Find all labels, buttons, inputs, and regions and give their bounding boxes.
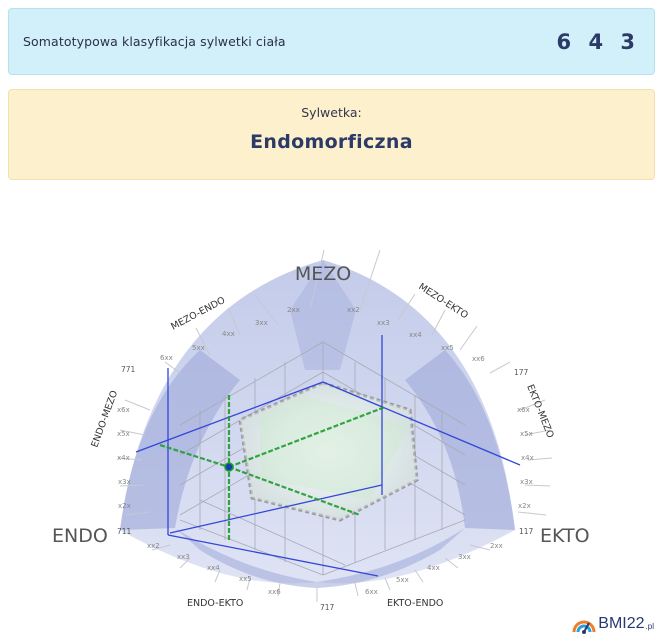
pole-endo: ENDO [52, 525, 108, 547]
bmi22-logo-icon [572, 620, 596, 634]
pole-ekto: EKTO [540, 525, 590, 547]
tick-bl-1: xx3 [177, 553, 190, 561]
code-right: 117 [519, 527, 534, 536]
tick-l-2: x4x [117, 454, 130, 462]
code-left: 711 [117, 527, 132, 536]
sector-mezo-ekto: MEZO-EKTO [416, 281, 470, 321]
tick-r-4: x2x [518, 502, 531, 510]
body-shape-card: Sylwetka: Endomorficzna [8, 89, 655, 180]
sector-endo-mezo: ENDO-MEZO [89, 389, 120, 449]
result-label: Somatotypowa klasyfikacja sylwetki ciała [23, 34, 286, 49]
tick-r-0: x6x [517, 406, 530, 414]
tick-br-4: 6xx [365, 588, 378, 596]
highlight-zone [260, 395, 410, 500]
tick-br-2: 4xx [427, 564, 440, 572]
somatochart-diagram: MEZO ENDO EKTO MEZO-ENDO MEZO-EKTO ENDO-… [52, 250, 590, 612]
code-bottom: 717 [320, 603, 335, 612]
tick-l-4: x2x [118, 502, 131, 510]
tick-l-3: x3x [118, 478, 131, 486]
somatotype-point [224, 462, 234, 472]
brand-tld: .pl [645, 622, 654, 631]
tick-bl-2: xx4 [207, 564, 220, 572]
tick-tl-1: 3xx [255, 319, 268, 327]
tick-bl-4: xx6 [268, 588, 281, 596]
bottom-band [175, 528, 465, 588]
tick-r-3: x3x [520, 478, 533, 486]
tick-tl-2: 4xx [222, 330, 235, 338]
tick-tr-4: xx6 [472, 355, 485, 363]
tick-r-1: x5x [520, 430, 533, 438]
body-shape-value: Endomorficzna [250, 131, 413, 153]
tick-tr-1: xx3 [377, 319, 390, 327]
brand-number: 22 [626, 615, 645, 632]
sector-ekto-endo: EKTO-ENDO [387, 598, 443, 609]
tick-tl-0: 2xx [287, 306, 300, 314]
body-shape-label: Sylwetka: [301, 105, 362, 120]
tick-tr-2: xx4 [409, 331, 422, 339]
tick-bl-3: xx5 [239, 575, 252, 583]
tick-l-0: x6x [117, 406, 130, 414]
brand-logo[interactable]: BMI 22 .pl [572, 614, 654, 634]
tick-tr-3: xx5 [441, 344, 454, 352]
tick-br-3: 5xx [396, 576, 409, 584]
somatotype-result-card: Somatotypowa klasyfikacja sylwetki ciała… [8, 8, 655, 75]
inner-core [238, 381, 419, 522]
somatotype-value: 6 4 3 [556, 29, 640, 54]
tick-br-1: 3xx [458, 553, 471, 561]
tick-br-0: 2xx [490, 542, 503, 550]
code-upper-right: 177 [514, 368, 529, 377]
code-upper-left: 771 [121, 365, 136, 374]
tick-l-1: x5x [117, 430, 130, 438]
tick-tr-0: xx2 [347, 306, 360, 314]
pole-mezo: MEZO [295, 263, 351, 285]
tick-tl-4: 6xx [160, 354, 173, 362]
left-band [120, 350, 240, 530]
top-band [290, 260, 356, 370]
inner-core-shade [240, 383, 417, 520]
sector-endo-ekto: ENDO-EKTO [187, 598, 243, 609]
tick-tl-3: 5xx [192, 344, 205, 352]
tick-bl-0: xx2 [147, 542, 160, 550]
radial-guides [117, 250, 553, 602]
tick-r-2: x4x [521, 454, 534, 462]
brand-name: BMI [598, 615, 627, 632]
